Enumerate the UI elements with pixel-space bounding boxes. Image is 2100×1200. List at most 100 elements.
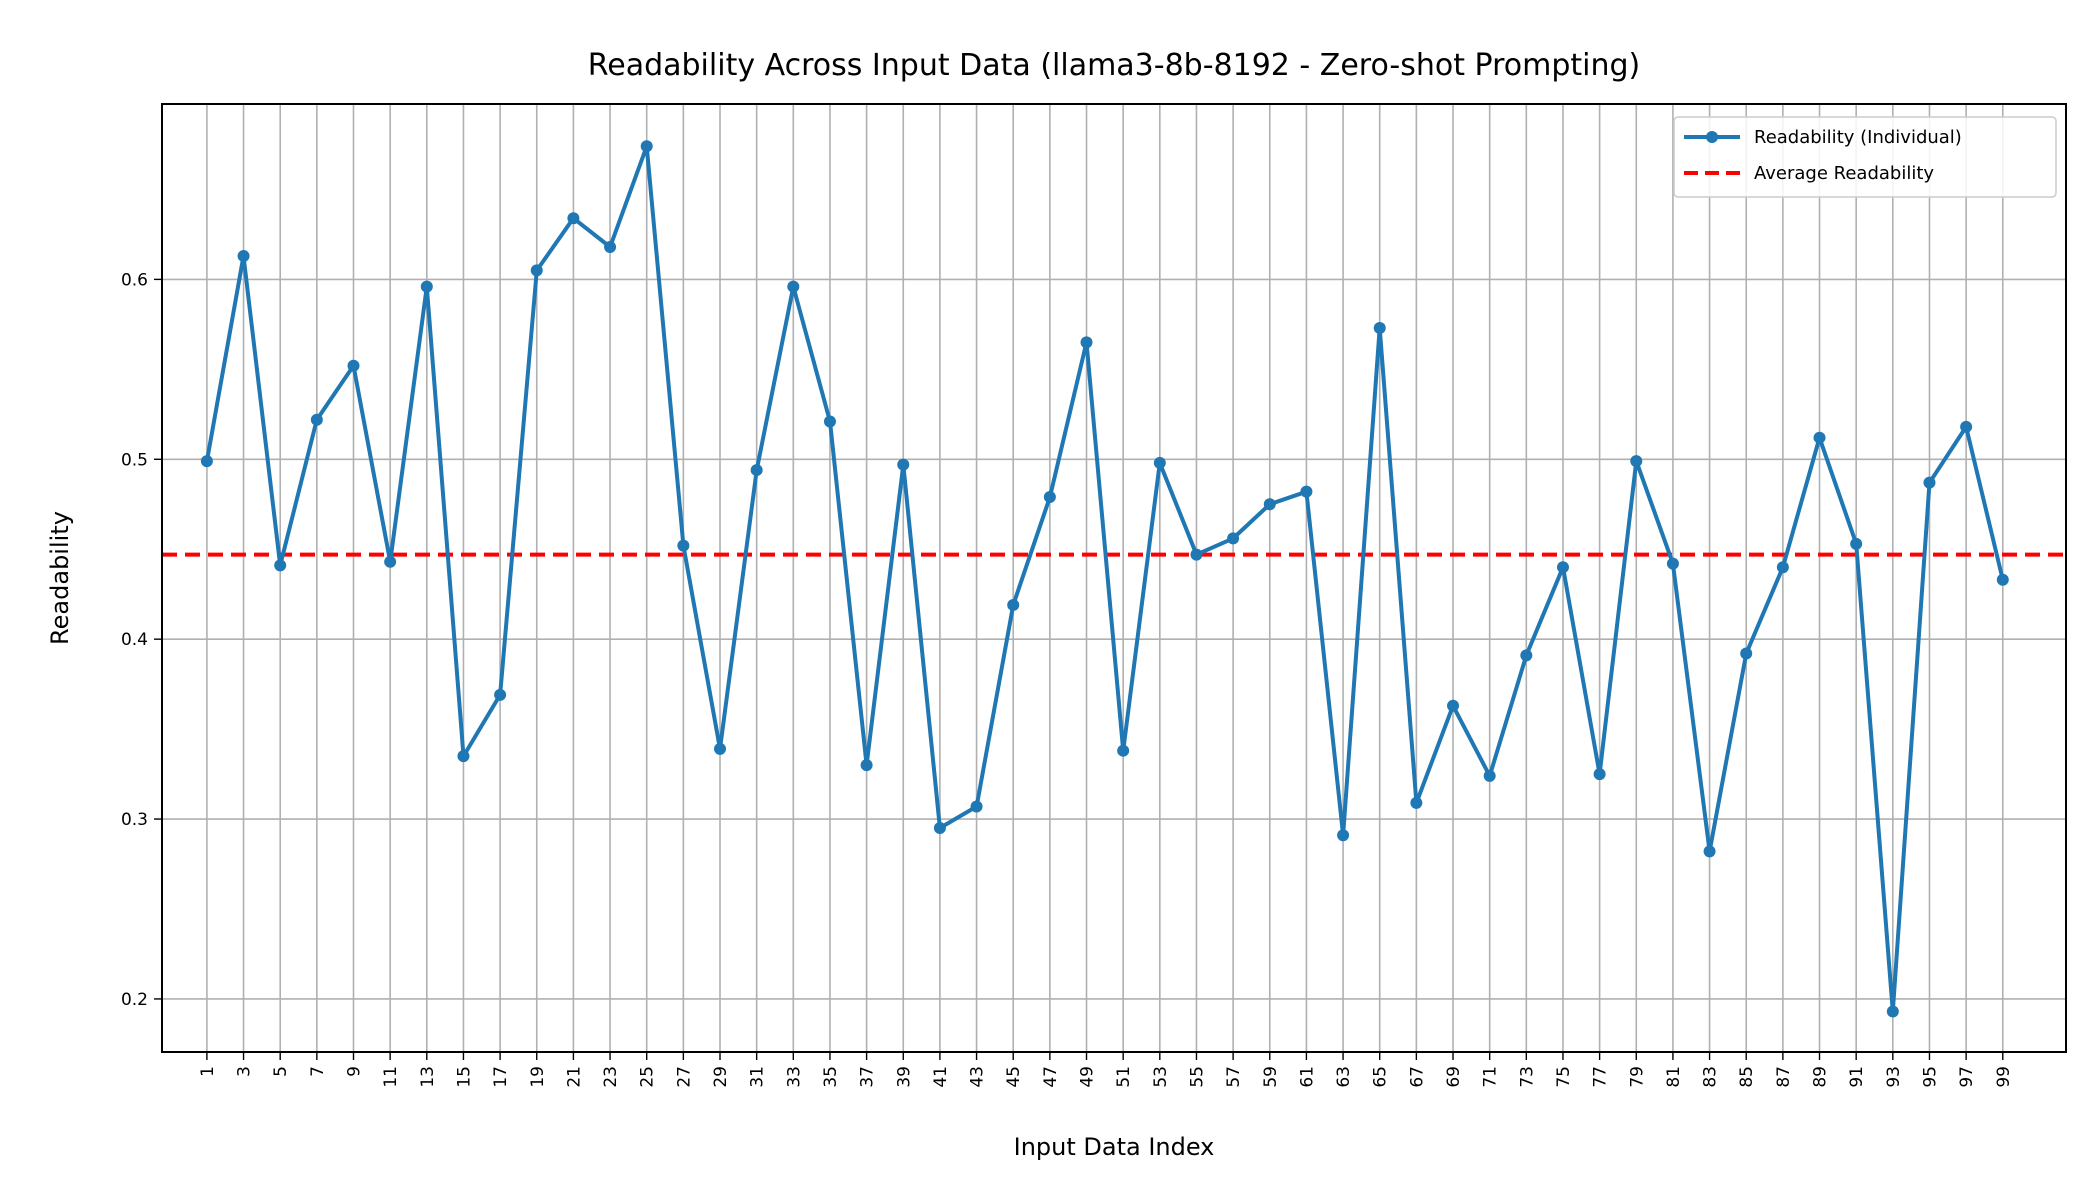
x-tick-label: 69 [1444,1066,1464,1088]
readability-data-point [1630,455,1643,468]
x-tick-label: 47 [1041,1066,1061,1088]
readability-data-point [1666,557,1679,570]
readability-data-point [1740,647,1753,660]
chart-title: Readability Across Input Data (llama3-8b… [588,48,1640,83]
x-tick-label: 5 [271,1066,291,1077]
x-tick-label: 59 [1261,1066,1281,1088]
x-tick-label: 91 [1847,1066,1867,1088]
readability-data-point [530,264,543,277]
x-tick-label: 75 [1554,1066,1574,1088]
readability-data-point [897,458,910,471]
readability-data-point [1960,420,1973,433]
readability-data-point [1300,485,1313,498]
readability-data-point [933,822,946,835]
x-tick-label: 73 [1517,1066,1537,1088]
x-tick-label: 25 [638,1066,658,1088]
x-axis-label: Input Data Index [1014,1133,1215,1161]
x-tick-label: 19 [528,1066,548,1088]
readability-data-point [750,464,763,477]
legend-series-label: Readability (Individual) [1754,127,1962,148]
readability-data-point [1117,744,1130,757]
x-tick-label: 9 [344,1066,364,1077]
readability-data-point [1043,491,1056,504]
x-tick-label: 77 [1591,1066,1611,1088]
series-layer [200,140,2009,1018]
plot-frame [161,103,2067,1053]
readability-data-point [677,539,690,552]
readability-data-point [1337,829,1350,842]
y-tick-label: 0.2 [121,990,148,1010]
x-tick-label: 23 [601,1066,621,1088]
legend-box [1673,116,2057,198]
y-axis-label: Readability [46,511,74,645]
x-tick-label: 13 [418,1066,438,1088]
x-tick-label: 27 [674,1066,694,1088]
x-tick-label: 81 [1664,1066,1684,1088]
x-tick-label: 39 [894,1066,914,1088]
x-tick-label: 95 [1920,1066,1940,1088]
x-tick-label: 11 [381,1066,401,1088]
grid-layer [162,104,2066,1052]
x-tick-label: 79 [1627,1066,1647,1088]
readability-data-point [1593,768,1606,781]
readability-data-point [714,742,727,755]
x-tick-label: 45 [1004,1066,1024,1088]
x-tick-label: 37 [858,1066,878,1088]
x-tick-label: 63 [1334,1066,1354,1088]
readability-data-point [237,250,250,263]
x-tick-label: 51 [1114,1066,1134,1088]
readability-data-point [1447,699,1460,712]
legend-average-label: Average Readability [1754,163,1934,184]
x-tick-label: 29 [711,1066,731,1088]
readability-data-point [1483,769,1496,782]
x-tick-label: 33 [784,1066,804,1088]
readability-data-point [1703,845,1716,858]
readability-data-point [1996,573,2009,586]
readability-data-point [347,359,360,372]
x-tick-label: 65 [1371,1066,1391,1088]
readability-data-point [1190,548,1203,561]
x-tick-label: 7 [308,1066,328,1077]
x-tick-label: 85 [1737,1066,1757,1088]
readability-data-point [640,140,653,153]
x-tick-label: 97 [1957,1066,1977,1088]
x-tick-label: 49 [1078,1066,1098,1088]
readability-data-point [420,280,433,293]
x-tick-label: 89 [1811,1066,1831,1088]
readability-data-point [310,413,323,426]
x-tick-label: 31 [748,1066,768,1088]
readability-data-point [1776,561,1789,574]
readability-data-point [1153,456,1166,469]
readability-data-point [1263,498,1276,511]
x-tick-label: 93 [1884,1066,1904,1088]
x-tick-label: 1 [198,1066,218,1077]
x-tick-label: 87 [1774,1066,1794,1088]
readability-data-point [1556,561,1569,574]
readability-data-point [1007,598,1020,611]
legend: Readability (Individual) Average Readabi… [1673,116,2057,198]
readability-data-point [1080,336,1093,349]
x-tick-label: 21 [564,1066,584,1088]
readability-data-point [274,559,287,572]
tick-layer: 1 3 5 7 9 11 13 15 17 19 21 23 25 27 29 31 33 35 37 39 41 43 4… [121,270,2014,1087]
x-tick-label: 41 [931,1066,951,1088]
x-tick-label: 83 [1701,1066,1721,1088]
readability-data-point [1410,796,1423,809]
x-tick-label: 99 [1994,1066,2014,1088]
x-tick-label: 35 [821,1066,841,1088]
readability-data-point [1850,537,1863,550]
readability-data-point [604,241,617,254]
x-tick-label: 55 [1187,1066,1207,1088]
x-tick-label: 61 [1297,1066,1317,1088]
x-tick-label: 57 [1224,1066,1244,1088]
readability-data-point [1886,1005,1899,1018]
readability-data-point [970,800,983,813]
x-tick-label: 3 [235,1066,255,1077]
x-tick-label: 17 [491,1066,511,1088]
readability-data-point [567,212,580,225]
readability-data-point [1923,476,1936,489]
y-tick-label: 0.4 [121,630,148,650]
y-tick-label: 0.3 [121,810,148,830]
legend-series-marker [1706,131,1718,143]
